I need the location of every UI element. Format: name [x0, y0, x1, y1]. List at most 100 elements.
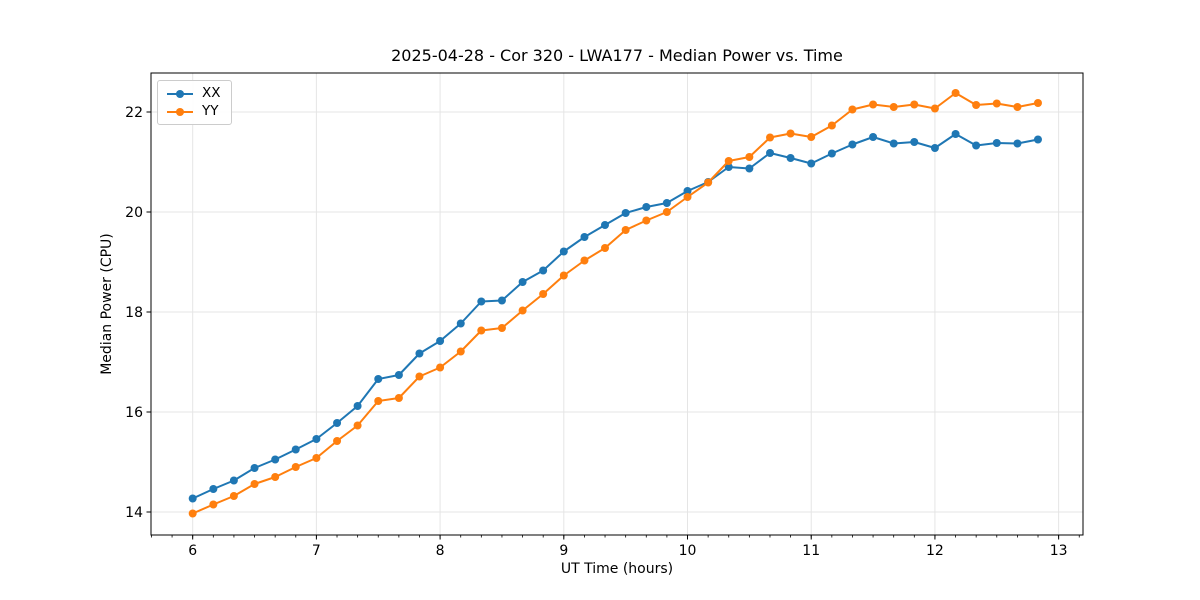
series-xx-marker: [807, 159, 816, 168]
series-xx-marker: [1033, 135, 1042, 144]
series-xx-marker: [951, 130, 960, 138]
series-xx-marker: [229, 476, 238, 485]
series-xx-marker: [312, 435, 321, 443]
series-xx-marker: [250, 464, 259, 472]
y-tick-label: 22: [125, 105, 143, 121]
series-yy-marker: [312, 454, 321, 462]
series-yy-marker: [889, 103, 898, 111]
series-xx-marker: [394, 371, 403, 379]
series-yy-marker: [724, 157, 733, 165]
series-yy-marker: [972, 101, 981, 109]
series-xx-marker: [869, 133, 878, 141]
series-yy-marker: [910, 100, 919, 109]
series-yy-marker: [580, 256, 589, 265]
series-yy-marker: [642, 216, 651, 225]
series-xx-marker: [992, 139, 1001, 147]
series-yy-marker: [353, 421, 362, 430]
y-tick-label: 20: [125, 205, 143, 221]
legend-item-xx: XX: [165, 85, 221, 102]
series-yy-marker: [869, 100, 878, 109]
plot-border: [150, 72, 1084, 536]
series-xx-marker: [683, 187, 692, 195]
series-yy-marker: [333, 437, 342, 445]
legend-item-yy: YY: [165, 103, 221, 120]
series-yy-marker: [1033, 99, 1042, 107]
x-tick-label: 7: [312, 543, 321, 559]
legend-label-yy: YY: [202, 103, 219, 119]
legend-label-xx: XX: [202, 85, 221, 101]
series-yy-marker: [394, 394, 403, 402]
series-yy-marker: [992, 99, 1001, 108]
series-yy-marker: [559, 271, 568, 280]
series-yy-marker: [415, 372, 424, 381]
series-yy-marker: [209, 500, 218, 509]
x-tick-label: 10: [679, 543, 697, 559]
y-tick-label: 18: [125, 305, 143, 321]
series-yy-marker: [704, 178, 713, 187]
series-xx-marker: [456, 319, 465, 328]
series-yy-marker: [188, 509, 197, 518]
series-yy-marker: [683, 193, 692, 201]
series-yy-marker: [951, 89, 960, 97]
series-yy-marker: [601, 244, 610, 252]
series-yy-marker: [477, 326, 486, 335]
series-xx-marker: [889, 139, 898, 148]
x-tick-label: 9: [559, 543, 568, 559]
series-xx-marker: [642, 203, 651, 211]
legend: XX YY: [157, 80, 232, 125]
series-yy-marker: [250, 480, 259, 488]
series-xx-marker: [436, 337, 445, 345]
y-tick-label: 16: [125, 405, 143, 421]
series-yy-line: [191, 92, 1039, 515]
x-axis-label: UT Time (hours): [560, 561, 674, 577]
series-yy-marker: [807, 133, 816, 141]
series-xx-line: [191, 133, 1039, 500]
series-yy-marker: [786, 129, 795, 138]
series-xx-marker: [539, 266, 548, 275]
series-yy-marker: [271, 473, 280, 481]
series-yy-marker: [766, 133, 775, 142]
legend-line-marker-icon: [167, 107, 193, 116]
series-yy-marker: [436, 363, 445, 372]
series-xx-marker: [333, 419, 342, 427]
series-xx-marker: [291, 445, 300, 454]
series-yy-marker: [930, 104, 939, 113]
series-xx-marker: [972, 141, 981, 150]
series-yy-marker: [456, 347, 465, 356]
series-xx-marker: [724, 163, 733, 171]
series-xx-marker: [745, 164, 754, 173]
series-yy-marker: [827, 121, 836, 130]
x-tick-label: 12: [926, 543, 944, 559]
x-tick-label: 6: [188, 543, 197, 559]
series-xx-marker: [559, 247, 568, 256]
series-xx-marker: [910, 138, 919, 146]
series-yy-marker: [1013, 103, 1022, 111]
series-xx-marker: [415, 349, 424, 358]
series-yy-marker: [229, 492, 238, 500]
series-xx-marker: [497, 296, 506, 305]
series-xx-marker: [518, 278, 527, 286]
series-yy-marker: [291, 463, 300, 471]
series-yy-marker: [662, 208, 671, 216]
series-xx-marker: [580, 233, 589, 241]
series-yy-marker: [621, 226, 630, 234]
series-xx-marker: [930, 144, 939, 152]
y-tick-label: 14: [125, 505, 143, 521]
x-tick-label: 11: [802, 543, 820, 559]
series-xx-marker: [621, 209, 630, 217]
series-yy-marker: [745, 153, 754, 161]
series-xx-marker: [848, 140, 857, 149]
series-xx-marker: [188, 494, 197, 503]
series-xx-marker: [786, 154, 795, 162]
series-yy-marker: [374, 397, 383, 405]
series-xx-marker: [271, 455, 280, 464]
series-xx-marker: [766, 149, 775, 157]
series-xx-marker: [1013, 139, 1022, 148]
series-xx-marker: [477, 297, 486, 306]
x-tick-label: 8: [436, 543, 445, 559]
legend-line-marker-icon: [167, 89, 193, 98]
series-xx-marker: [662, 199, 671, 207]
series-xx-marker: [353, 402, 362, 410]
